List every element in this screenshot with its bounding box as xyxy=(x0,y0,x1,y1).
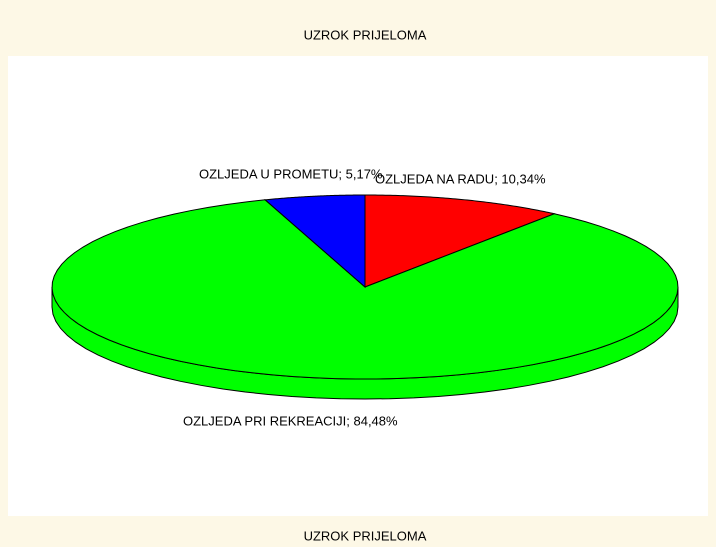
slice-label: OZLJEDA U PROMETU; 5,17% xyxy=(199,166,383,181)
slice-label: OZLJEDA NA RADU; 10,34% xyxy=(375,171,546,186)
slice xyxy=(364,194,557,288)
x-axis-label: UZROK PRIJELOMA xyxy=(304,528,427,543)
slice xyxy=(263,194,366,289)
slice-label: OZLJEDA PRI REKREACIJI; 84,48% xyxy=(183,413,398,428)
chart-title: UZROK PRIJELOMA xyxy=(304,27,427,42)
slice xyxy=(51,199,679,380)
